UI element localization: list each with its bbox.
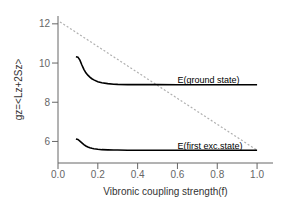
svg-text:0.4: 0.4 (131, 169, 145, 180)
svg-text:0.2: 0.2 (91, 169, 105, 180)
svg-text:Vibronic coupling strength(f): Vibronic coupling strength(f) (103, 186, 227, 197)
svg-text:E(first exc.state): E(first exc.state) (177, 141, 242, 151)
svg-text:1.0: 1.0 (250, 169, 264, 180)
svg-text:8: 8 (44, 97, 50, 108)
svg-text:E(ground state): E(ground state) (177, 75, 239, 85)
svg-text:gz=<Lz+2Sz>: gz=<Lz+2Sz> (13, 58, 24, 120)
svg-text:10: 10 (39, 58, 51, 69)
svg-text:0.6: 0.6 (170, 169, 184, 180)
svg-text:0.8: 0.8 (210, 169, 224, 180)
svg-text:12: 12 (39, 18, 51, 29)
svg-text:0.0: 0.0 (51, 169, 65, 180)
svg-text:6: 6 (44, 136, 50, 147)
